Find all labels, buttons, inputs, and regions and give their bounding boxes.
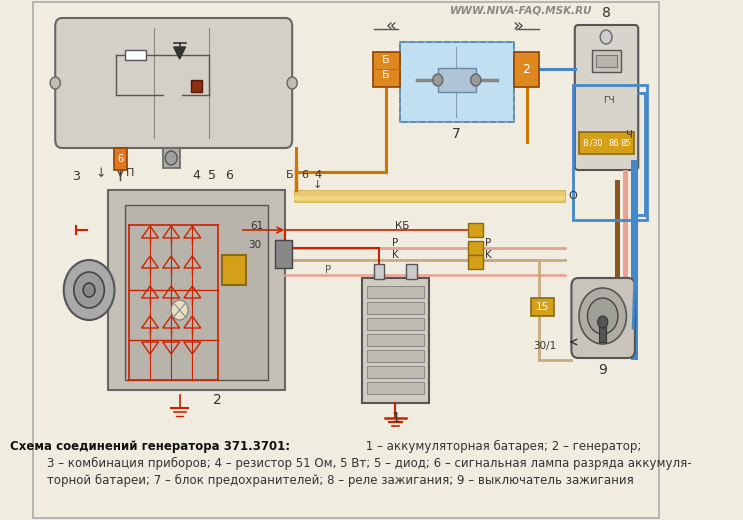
Circle shape — [471, 74, 481, 86]
Text: 6: 6 — [117, 154, 123, 164]
Bar — [468, 255, 484, 269]
Circle shape — [597, 316, 608, 328]
FancyBboxPatch shape — [571, 278, 635, 358]
Text: /30: /30 — [590, 138, 602, 148]
Circle shape — [588, 298, 618, 334]
Bar — [374, 264, 384, 279]
Text: 8: 8 — [582, 138, 588, 148]
Text: П: П — [126, 168, 134, 178]
Text: 5: 5 — [208, 168, 215, 181]
Text: 30/1: 30/1 — [533, 341, 557, 351]
Text: 2: 2 — [213, 393, 222, 407]
Bar — [366, 382, 424, 394]
Text: КБ: КБ — [395, 221, 410, 231]
Bar — [591, 50, 621, 72]
Circle shape — [51, 77, 60, 89]
Bar — [366, 366, 424, 378]
Circle shape — [64, 260, 114, 320]
Text: 1 – аккумуляторная батарея; 2 – генератор;: 1 – аккумуляторная батарея; 2 – генерато… — [362, 440, 641, 453]
Bar — [623, 170, 628, 330]
Circle shape — [171, 300, 188, 320]
Polygon shape — [174, 47, 186, 59]
Text: 85: 85 — [620, 138, 631, 148]
Bar — [362, 278, 429, 403]
Circle shape — [83, 283, 95, 297]
Text: P: P — [325, 265, 331, 275]
Text: 7: 7 — [452, 127, 461, 141]
Bar — [294, 190, 565, 202]
Text: ГЧ: ГЧ — [603, 96, 614, 105]
Bar — [579, 132, 634, 154]
Text: 61: 61 — [250, 221, 263, 231]
Bar — [125, 205, 268, 380]
Bar — [400, 42, 514, 122]
Bar — [468, 223, 484, 237]
Bar — [366, 318, 424, 330]
Circle shape — [165, 151, 177, 165]
Text: Б: Б — [286, 170, 293, 180]
Text: ↓: ↓ — [96, 166, 106, 179]
Text: 1: 1 — [391, 411, 400, 425]
Text: торной батареи; 7 – блок предохранителей; 8 – реле зажигания; 9 – выключатель за: торной батареи; 7 – блок предохранителей… — [47, 474, 634, 487]
FancyBboxPatch shape — [55, 18, 292, 148]
Circle shape — [432, 74, 443, 86]
Text: Схема соединений генератора 371.3701:: Схема соединений генератора 371.3701: — [10, 440, 290, 453]
Text: K: K — [392, 250, 399, 260]
Bar — [275, 240, 292, 268]
Text: Б: Б — [383, 55, 390, 65]
Bar — [468, 241, 484, 255]
Bar — [406, 264, 417, 279]
Text: P: P — [485, 238, 491, 248]
Circle shape — [600, 30, 612, 44]
Bar — [372, 52, 400, 87]
Bar — [600, 322, 606, 342]
Text: 15: 15 — [536, 302, 549, 312]
Text: WWW.NIVA-FAQ.MSK.RU: WWW.NIVA-FAQ.MSK.RU — [450, 5, 593, 15]
Text: «: « — [386, 17, 397, 35]
Bar — [366, 350, 424, 362]
Bar — [514, 52, 539, 87]
Text: 3: 3 — [71, 170, 80, 183]
Text: 6: 6 — [302, 170, 308, 180]
Bar — [163, 148, 180, 168]
Text: K: K — [485, 250, 492, 260]
Circle shape — [579, 288, 626, 344]
Text: »: » — [513, 17, 524, 35]
Text: 6: 6 — [226, 168, 233, 181]
Text: 4: 4 — [314, 170, 321, 180]
Bar — [596, 55, 617, 67]
Text: 2: 2 — [522, 62, 531, 75]
Text: 30: 30 — [249, 240, 262, 250]
Bar — [632, 160, 638, 360]
Bar — [191, 80, 203, 92]
Text: P: P — [392, 238, 398, 248]
Text: 9: 9 — [598, 363, 607, 377]
Bar — [531, 298, 554, 316]
Circle shape — [287, 77, 297, 89]
Bar — [366, 334, 424, 346]
Bar — [222, 255, 246, 285]
Text: O: O — [569, 191, 577, 201]
Bar — [366, 302, 424, 314]
Text: ↓: ↓ — [313, 180, 322, 190]
Bar — [366, 286, 424, 298]
Bar — [114, 148, 127, 170]
Text: 4: 4 — [192, 168, 201, 181]
Text: 86: 86 — [609, 138, 619, 148]
Text: 3 – комбинация приборов; 4 – резистор 51 Ом, 5 Вт; 5 – диод; 6 – сигнальная ламп: 3 – комбинация приборов; 4 – резистор 51… — [47, 457, 692, 470]
Bar — [615, 180, 620, 320]
Bar — [108, 190, 285, 390]
Bar — [573, 85, 646, 220]
FancyBboxPatch shape — [575, 25, 638, 170]
Text: Б: Б — [383, 70, 390, 80]
Bar — [125, 50, 146, 60]
Bar — [438, 68, 476, 92]
Circle shape — [74, 272, 104, 308]
Text: 8: 8 — [602, 6, 611, 20]
Bar — [400, 42, 514, 122]
Bar — [294, 196, 565, 200]
Text: Ч: Ч — [625, 130, 632, 140]
